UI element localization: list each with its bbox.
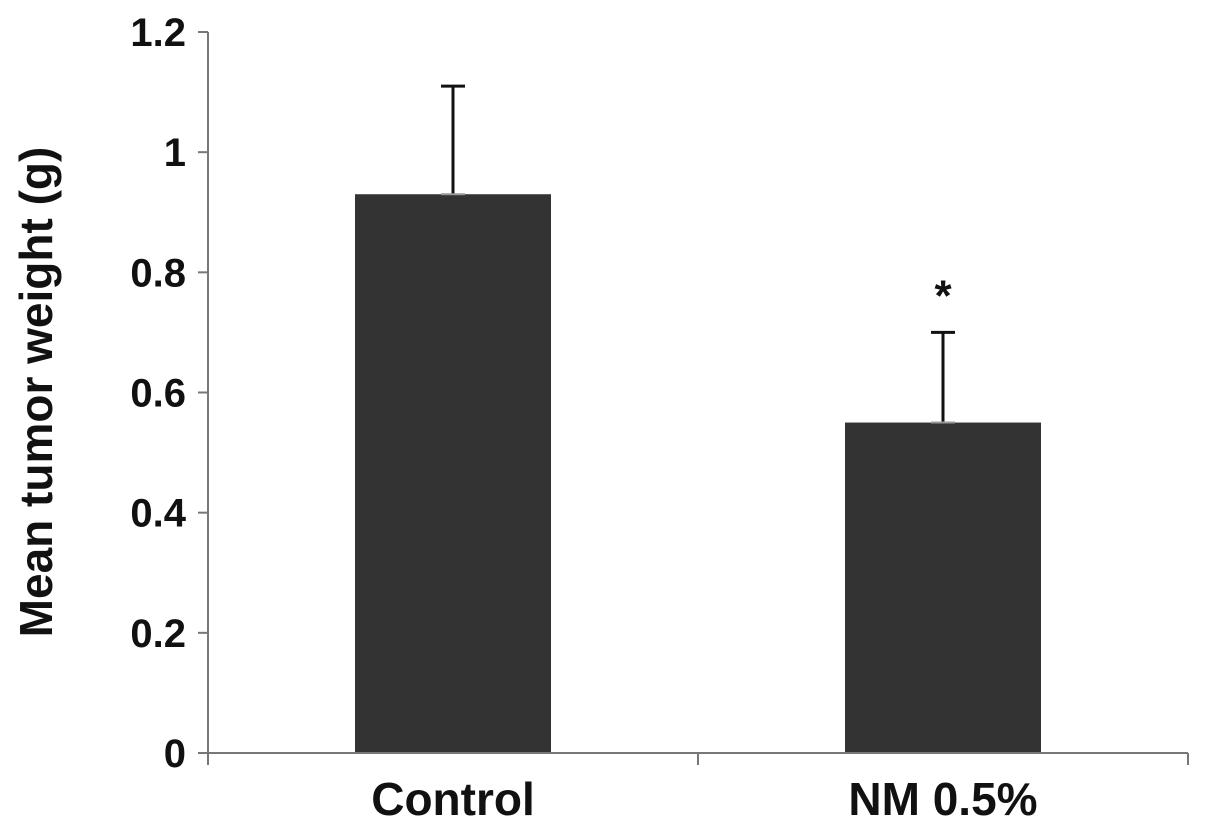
y-axis-title: Mean tumor weight (g) bbox=[10, 147, 62, 638]
x-category-label: NM 0.5% bbox=[848, 773, 1037, 825]
y-tick-label: 0.6 bbox=[130, 372, 186, 416]
significance-marker: * bbox=[934, 271, 952, 320]
bar-0 bbox=[355, 194, 551, 754]
bar-1 bbox=[845, 422, 1041, 753]
x-category-label: Control bbox=[371, 773, 535, 825]
y-tick-label: 0.4 bbox=[130, 492, 186, 536]
y-tick-label: 1 bbox=[164, 131, 186, 175]
y-tick-label: 0 bbox=[164, 732, 186, 776]
y-tick-label: 0.8 bbox=[130, 251, 186, 295]
y-tick-label: 0.2 bbox=[130, 612, 186, 656]
y-tick-label: 1.2 bbox=[130, 11, 186, 55]
